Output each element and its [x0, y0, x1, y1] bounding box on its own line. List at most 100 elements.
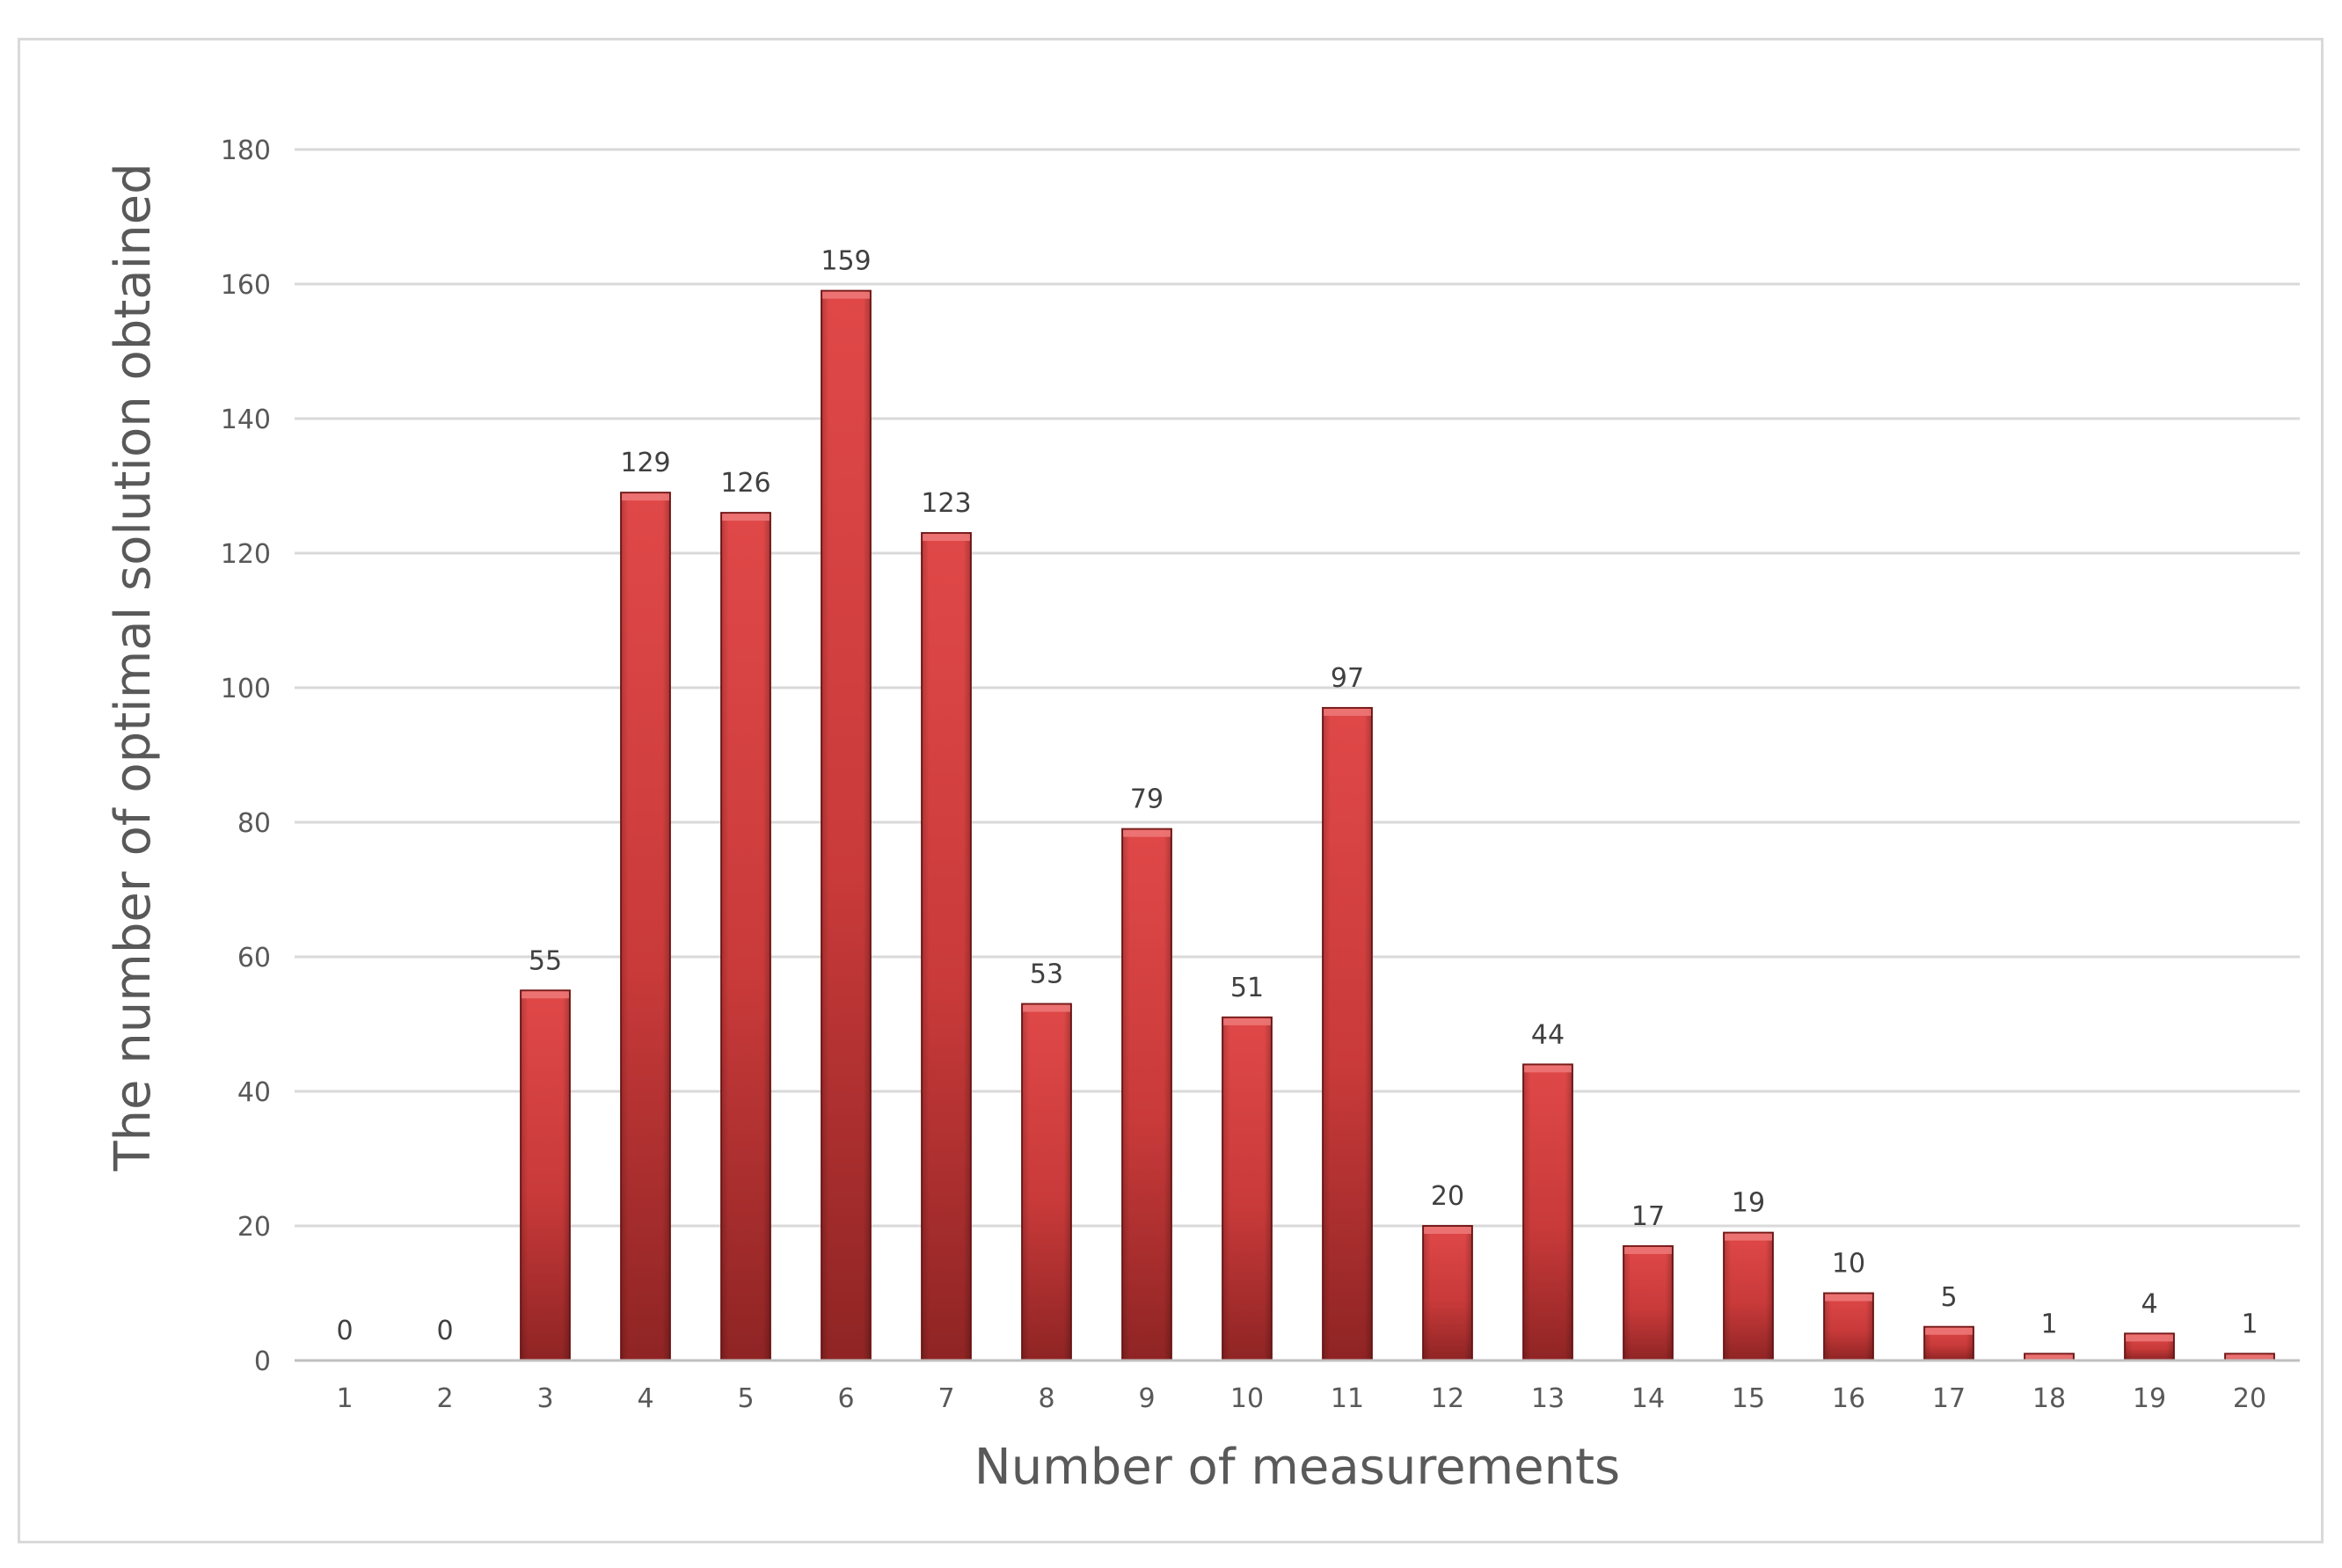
bar-shading — [922, 533, 971, 1360]
y-tick-label: 20 — [237, 1212, 271, 1243]
data-label: 126 — [720, 468, 770, 499]
bar-top-bevel — [1524, 1065, 1572, 1073]
bar-top-bevel — [1424, 1227, 1471, 1234]
x-tick-label: 12 — [1431, 1383, 1464, 1414]
x-tick-label: 11 — [1331, 1383, 1364, 1414]
x-tick-label: 14 — [1631, 1383, 1665, 1414]
x-tick-label: 5 — [737, 1383, 754, 1414]
y-tick-label: 80 — [237, 808, 271, 839]
x-tick-label: 10 — [1230, 1383, 1264, 1414]
bar-top-bevel — [1624, 1246, 1672, 1254]
y-axis-title: The number of optimal solution obtained — [105, 163, 162, 1171]
x-tick-label: 19 — [2133, 1383, 2166, 1414]
y-tick-label: 140 — [221, 405, 271, 435]
bar-top-bevel — [923, 534, 970, 542]
bar — [1823, 1292, 1874, 1361]
data-label: 159 — [821, 246, 871, 277]
x-tick-label: 8 — [1038, 1383, 1054, 1414]
bar — [1522, 1063, 1573, 1362]
x-tick-label: 18 — [2032, 1383, 2066, 1414]
y-tick-label: 180 — [221, 135, 271, 166]
y-tick-label: 120 — [221, 539, 271, 570]
y-tick-label: 100 — [221, 674, 271, 704]
bar — [1121, 828, 1172, 1361]
bar — [620, 492, 671, 1361]
data-label: 123 — [921, 488, 971, 519]
data-label: 20 — [1431, 1181, 1464, 1212]
x-axis-ticks: 1 2 3 4 5 6 7 8 9 10 11 12 13 14 15 16 17 18 19 20 — [336, 1383, 2266, 1414]
bar-shading — [1323, 707, 1372, 1360]
data-label: 53 — [1030, 959, 1063, 990]
bar-top-bevel — [2126, 1334, 2173, 1342]
bar-top-bevel — [622, 493, 669, 501]
data-label: 44 — [1531, 1019, 1565, 1050]
data-label: 19 — [1732, 1188, 1765, 1219]
bars — [520, 289, 2275, 1362]
x-tick-label: 2 — [436, 1383, 453, 1414]
bar — [1422, 1225, 1473, 1361]
y-tick-label: 60 — [237, 943, 271, 974]
bar — [520, 989, 571, 1361]
bar — [1623, 1244, 1674, 1361]
bar — [1021, 1003, 1072, 1362]
bar-shading — [621, 492, 670, 1360]
bar-shading — [1623, 1245, 1673, 1360]
bar-shading — [1724, 1232, 1773, 1360]
data-label: 51 — [1230, 973, 1264, 1003]
bar-shading — [821, 290, 871, 1360]
bar — [821, 289, 872, 1361]
bar — [1923, 1325, 1974, 1361]
bar — [720, 512, 771, 1361]
bar — [2124, 1332, 2175, 1362]
bar — [921, 532, 972, 1361]
data-label: 1 — [2040, 1309, 2057, 1339]
data-label: 129 — [620, 448, 670, 478]
data-label: 17 — [1631, 1201, 1665, 1232]
bar-shading — [1824, 1293, 1873, 1360]
bar-shading — [1523, 1064, 1572, 1360]
data-label: 79 — [1130, 784, 1164, 815]
data-label: 5 — [1940, 1282, 1957, 1313]
x-tick-label: 1 — [336, 1383, 353, 1414]
y-tick-label: 160 — [221, 270, 271, 301]
data-label: 0 — [336, 1316, 353, 1346]
data-label: 55 — [529, 945, 562, 976]
x-tick-label: 9 — [1138, 1383, 1155, 1414]
x-tick-label: 20 — [2233, 1383, 2266, 1414]
bar-top-bevel — [522, 991, 569, 999]
bar-shading — [1022, 1003, 1071, 1360]
bar-top-bevel — [1725, 1233, 1772, 1241]
bar — [1222, 1016, 1273, 1361]
x-tick-label: 7 — [938, 1383, 954, 1414]
y-tick-label: 40 — [237, 1077, 271, 1108]
x-tick-label: 16 — [1832, 1383, 1865, 1414]
x-tick-label: 6 — [837, 1383, 854, 1414]
bar-shading — [1122, 828, 1171, 1360]
data-label: 97 — [1331, 663, 1364, 694]
data-label: 10 — [1832, 1249, 1865, 1280]
x-axis-title: Number of measurements — [974, 1439, 1620, 1496]
x-tick-label: 3 — [536, 1383, 553, 1414]
data-label: 4 — [2141, 1288, 2157, 1319]
bar-top-bevel — [1925, 1327, 1973, 1335]
x-tick-label: 15 — [1732, 1383, 1765, 1414]
x-tick-label: 13 — [1531, 1383, 1565, 1414]
y-axis-ticks: 0 20 40 60 80 100 120 140 160 180 — [221, 135, 271, 1377]
bar — [1723, 1231, 1774, 1362]
bar-top-bevel — [2226, 1354, 2273, 1360]
x-tick-label: 4 — [637, 1383, 653, 1414]
gridlines — [295, 148, 2300, 1228]
x-tick-label: 17 — [1932, 1383, 1966, 1414]
bar-top-bevel — [722, 514, 770, 521]
bar — [1322, 706, 1373, 1361]
y-tick-label: 0 — [254, 1346, 271, 1377]
bar-top-bevel — [1223, 1017, 1271, 1025]
data-label: 1 — [2241, 1309, 2258, 1339]
bar-top-bevel — [822, 291, 870, 299]
bar-top-bevel — [1324, 708, 1371, 716]
bar-shading — [521, 990, 570, 1360]
bar-top-bevel — [1023, 1004, 1070, 1012]
bar-shading — [1423, 1226, 1472, 1360]
